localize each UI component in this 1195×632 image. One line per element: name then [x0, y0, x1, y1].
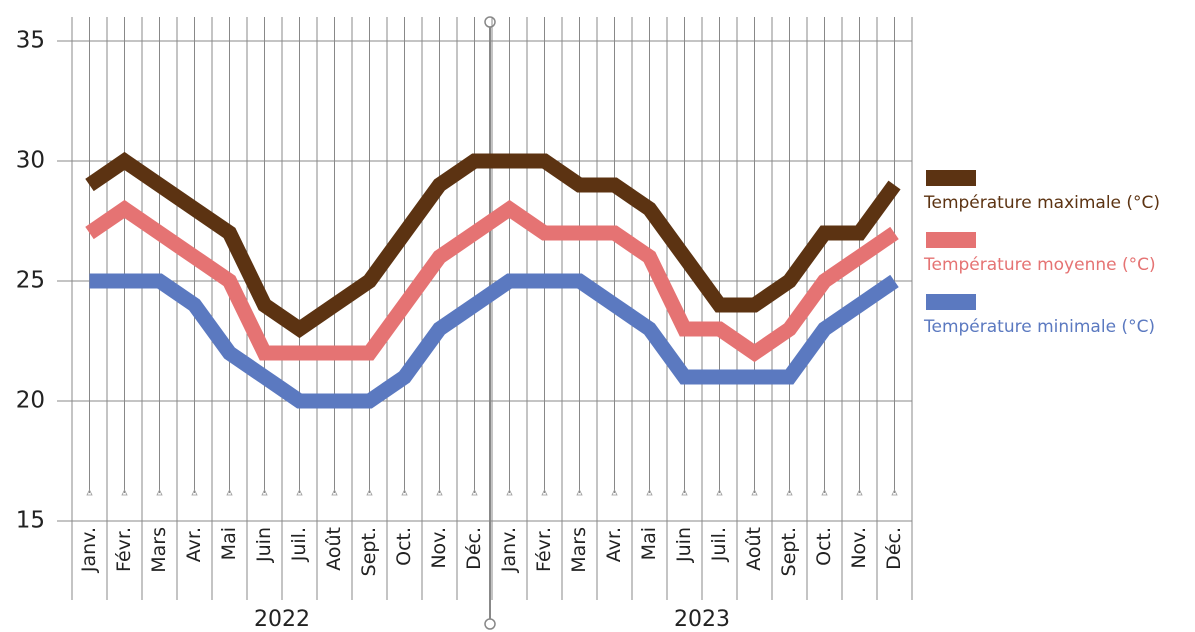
grid-marker	[436, 489, 443, 496]
x-group-label: 2023	[674, 607, 730, 632]
grid-marker	[86, 489, 93, 496]
x-tick-label: Nov.	[428, 527, 450, 569]
legend-swatch	[926, 232, 976, 248]
grid-marker	[401, 489, 408, 496]
x-tick-label: Mai	[638, 527, 660, 560]
legend-label: Température maximale (°C)	[923, 193, 1160, 213]
legend-label: Température moyenne (°C)	[923, 255, 1156, 275]
grid-marker	[856, 489, 863, 496]
x-tick-label: Sept.	[358, 527, 380, 576]
series-line	[85, 199, 899, 363]
grid-marker	[576, 489, 583, 496]
x-tick-label: Févr.	[533, 527, 555, 572]
grid-marker	[366, 489, 373, 496]
x-tick-label: Janv.	[78, 527, 100, 573]
plot: Janv. Févr. Mars Avr. Mai Juin Juil. Août Sept. O…	[16, 17, 1160, 632]
series-line	[85, 151, 901, 339]
grid-marker	[506, 489, 513, 496]
x-group-label: 2022	[254, 607, 310, 632]
separator-end	[484, 16, 496, 28]
grid-marker	[261, 489, 268, 496]
x-tick-label: Juil.	[288, 527, 310, 562]
y-tick-label: 30	[16, 148, 45, 174]
grid-marker	[541, 489, 548, 496]
y-tick-label: 35	[16, 28, 45, 54]
x-tick-label: Juin	[253, 527, 275, 563]
x-tick-label: Oct.	[393, 527, 415, 566]
grid-marker	[891, 489, 898, 496]
x-tick-label: Déc.	[883, 527, 905, 570]
legend-swatch	[926, 170, 976, 186]
y-tick-label: 15	[16, 508, 45, 534]
x-tick-label: Août	[743, 527, 765, 571]
x-tick-label: Janv.	[498, 527, 520, 573]
grid-marker	[156, 489, 163, 496]
grid-marker	[121, 489, 128, 496]
grid-marker	[821, 489, 828, 496]
grid-marker	[226, 489, 233, 496]
legend-label: Température minimale (°C)	[923, 317, 1155, 337]
y-tick-label: 20	[16, 388, 45, 414]
x-tick-label: Nov.	[848, 527, 870, 569]
grid-marker	[786, 489, 793, 496]
grid-marker	[646, 489, 653, 496]
x-tick-label: Avr.	[603, 527, 625, 562]
x-tick-label: Juil.	[708, 527, 730, 562]
x-tick-label: Déc.	[463, 527, 485, 570]
grid-marker	[471, 489, 478, 496]
grid-marker	[716, 489, 723, 496]
series-line	[89, 273, 899, 409]
x-tick-label: Mars	[148, 527, 170, 573]
grid-marker	[331, 489, 338, 496]
x-tick-label: Févr.	[113, 527, 135, 572]
x-tick-label: Mars	[568, 527, 590, 573]
x-tick-label: Avr.	[183, 527, 205, 562]
x-tick-label: Mai	[218, 527, 240, 560]
separator-end	[484, 618, 496, 630]
x-tick-label: Sept.	[778, 527, 800, 576]
grid-marker	[611, 489, 618, 496]
grid-marker	[191, 489, 198, 496]
legend-swatch	[926, 294, 976, 310]
grid-marker	[296, 489, 303, 496]
y-tick-label: 25	[16, 268, 45, 294]
x-tick-label: Juin	[673, 527, 695, 563]
grid-marker	[751, 489, 758, 496]
grid-marker	[681, 489, 688, 496]
x-tick-label: Oct.	[813, 527, 835, 566]
x-tick-label: Août	[323, 527, 345, 571]
